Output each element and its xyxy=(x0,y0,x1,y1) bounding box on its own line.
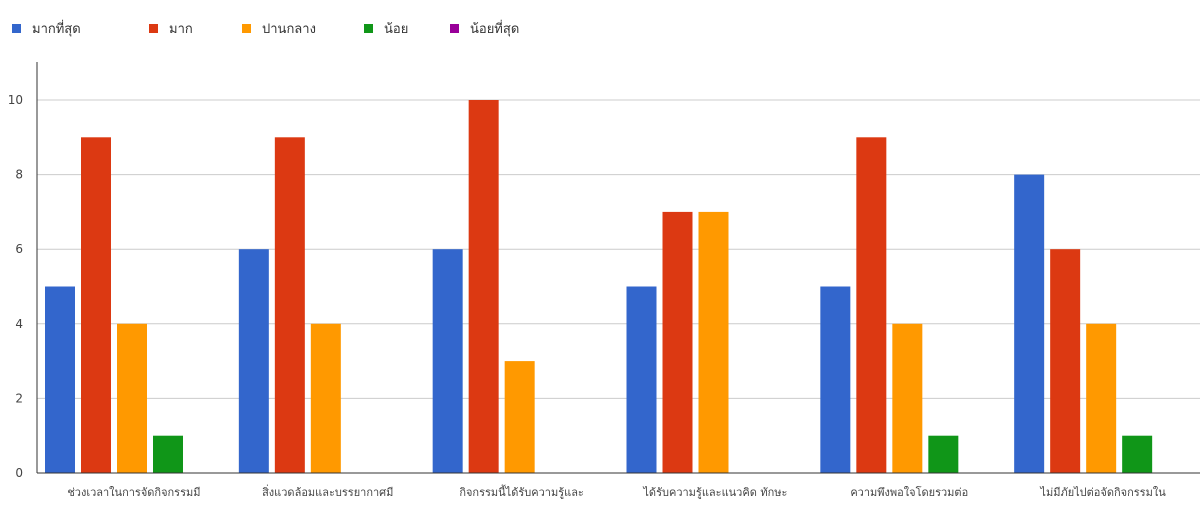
bar xyxy=(820,286,851,473)
bar xyxy=(1050,249,1081,473)
y-tick-label: 2 xyxy=(15,391,23,405)
legend-label: น้อย xyxy=(384,22,408,37)
legend-swatch xyxy=(242,24,251,33)
bar xyxy=(1014,174,1045,473)
bar xyxy=(81,137,111,474)
bar xyxy=(662,211,693,473)
bar xyxy=(1086,323,1117,473)
y-axis: 0 2 4 6 8 10 xyxy=(8,62,38,480)
bar xyxy=(892,323,923,473)
bar xyxy=(626,286,657,473)
y-tick-label: 6 xyxy=(15,242,23,256)
legend-swatch xyxy=(450,24,459,33)
bar xyxy=(274,137,305,474)
legend-label: น้อยที่สุด xyxy=(470,20,519,37)
bar xyxy=(117,323,147,473)
x-tick-label: ได้รับความรู้และแนวคิด ทักษะ xyxy=(642,486,787,499)
y-tick-label: 0 xyxy=(15,466,23,480)
bar xyxy=(1122,435,1153,473)
legend-label: มากที่สุด xyxy=(32,20,81,37)
gridlines xyxy=(37,99,1200,399)
legend-swatch xyxy=(149,24,158,33)
x-tick-label: ความพึงพอใจโดยรวมต่อ xyxy=(850,485,968,499)
legend-label: ปานกลาง xyxy=(262,22,316,37)
bar xyxy=(504,361,535,473)
y-tick-label: 10 xyxy=(8,93,23,107)
x-tick-label: กิจกรรมนี้ได้รับความรู้และ xyxy=(459,484,584,499)
legend-swatch xyxy=(364,24,373,33)
bar xyxy=(45,286,75,473)
y-tick-label: 8 xyxy=(15,168,23,182)
bar xyxy=(432,249,463,473)
bar xyxy=(856,137,887,474)
y-tick-label: 4 xyxy=(15,317,23,331)
legend-swatch xyxy=(12,24,21,33)
x-tick-label: ไม่มีภัยไปต่อจัดกิจกรรมใน xyxy=(1039,486,1166,499)
x-tick-label: สิ่งแวดล้อมและบรรยากาศมี xyxy=(262,484,394,499)
bar xyxy=(310,323,341,473)
bar xyxy=(238,249,269,473)
bar xyxy=(153,435,183,473)
x-tick-label: ช่วงเวลาในการจัดกิจกรรมมี xyxy=(67,486,200,499)
x-axis: ช่วงเวลาในการจัดกิจกรรมมี สิ่งแวดล้อมและบ… xyxy=(37,472,1200,499)
legend: มากที่สุด มาก ปานกลาง น้อย น้อยที่สุด xyxy=(12,20,519,37)
bars xyxy=(45,100,1153,474)
bar xyxy=(928,435,959,473)
bar xyxy=(468,100,499,473)
bar xyxy=(698,211,729,473)
legend-label: มาก xyxy=(169,22,193,37)
